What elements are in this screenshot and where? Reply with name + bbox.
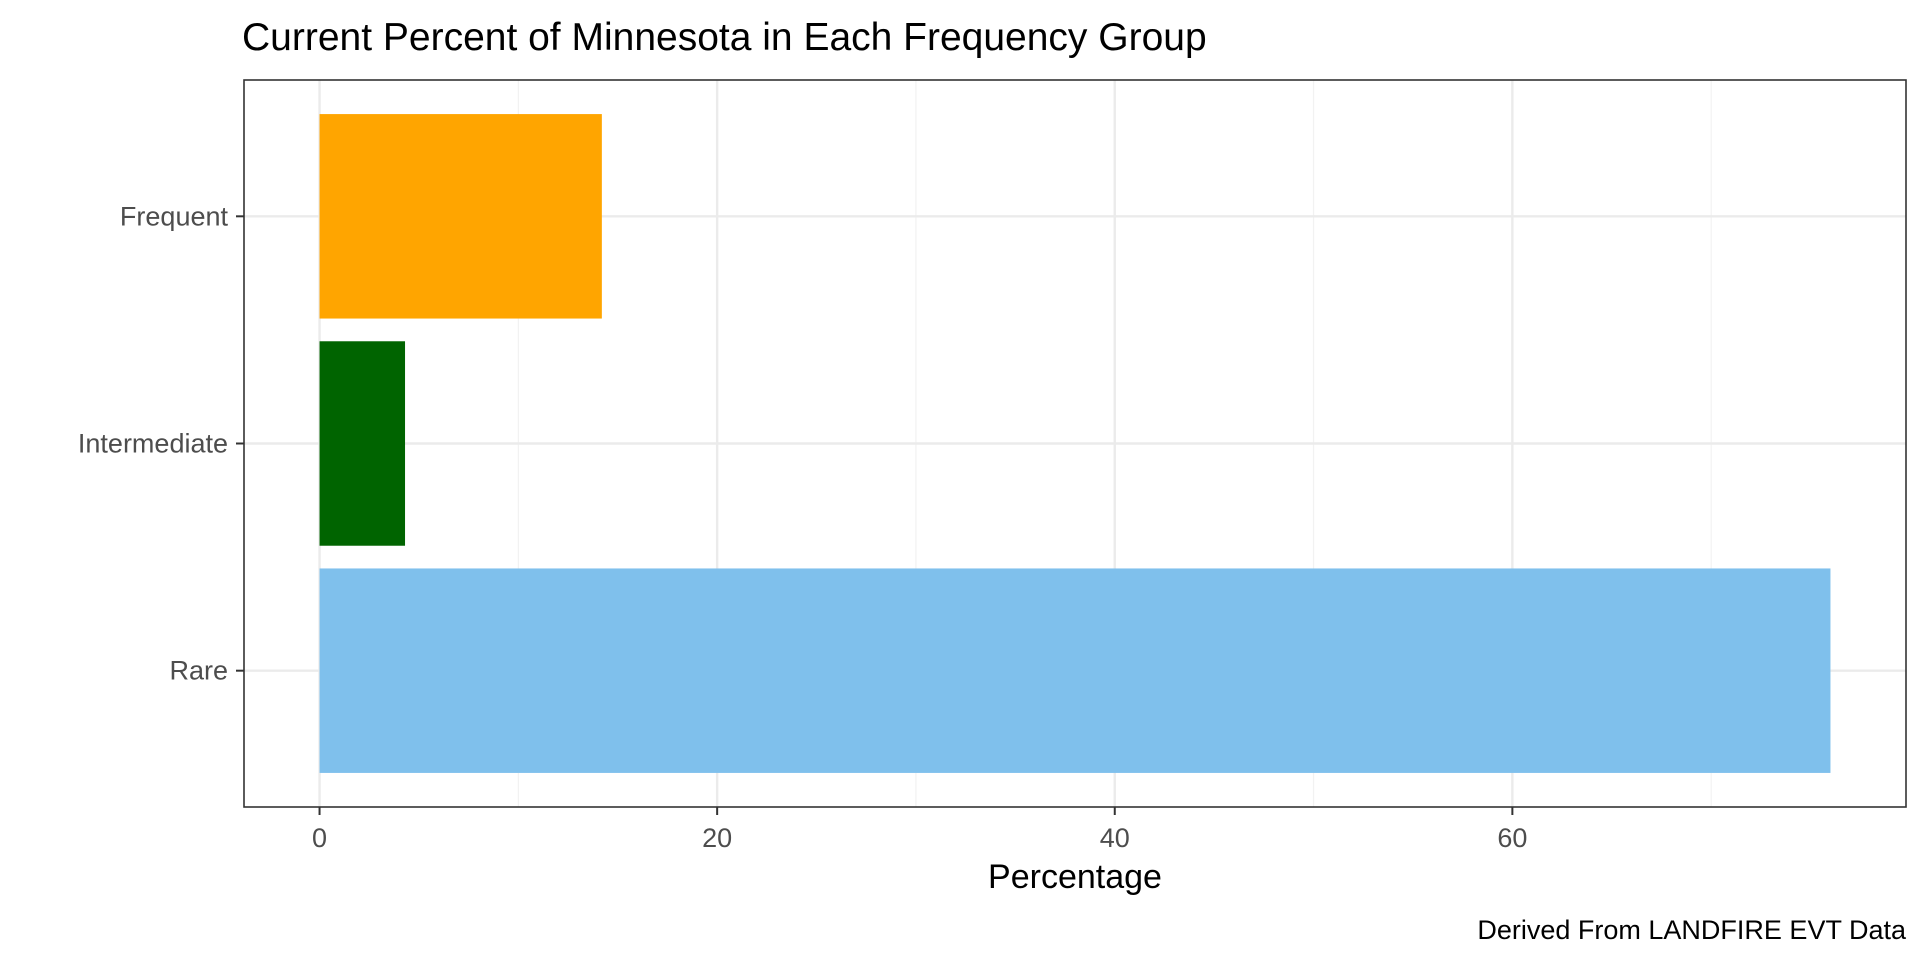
bar-rare [319, 568, 1831, 773]
bars [319, 114, 1831, 773]
chart-title: Current Percent of Minnesota in Each Fre… [242, 16, 1207, 59]
y-tick-label: Rare [169, 656, 228, 686]
chart-caption: Derived From LANDFIRE EVT Data [1477, 915, 1907, 945]
bar-intermediate [319, 341, 406, 546]
x-axis-title: Percentage [988, 858, 1162, 896]
x-tick-label: 20 [702, 823, 732, 853]
y-tick-label: Intermediate [78, 429, 228, 459]
y-tick-label: Frequent [120, 201, 229, 231]
axes: Frequent Intermediate Rare 0 20 40 60 [78, 201, 1527, 853]
x-tick-label: 40 [1100, 823, 1130, 853]
x-tick-label: 60 [1497, 823, 1527, 853]
x-tick-label: 0 [312, 823, 327, 853]
bar-frequent [319, 114, 602, 319]
